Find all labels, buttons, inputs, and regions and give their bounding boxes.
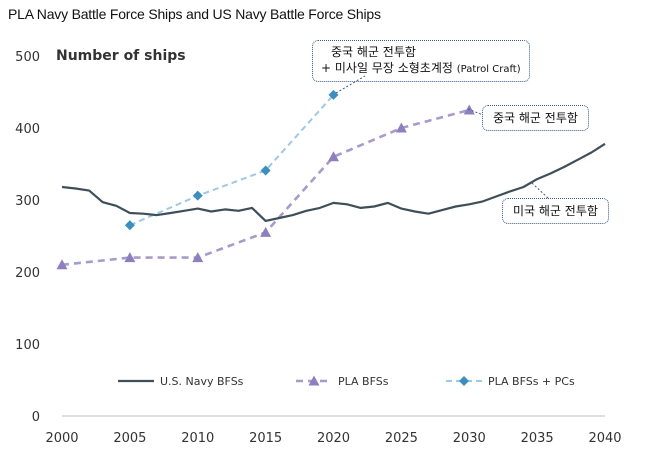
y-axis-ticks: 0 100 200 300 400 500 bbox=[15, 50, 40, 425]
series-line-us bbox=[61, 142, 606, 222]
y-tick-label: 100 bbox=[15, 338, 40, 353]
x-axis-ticks: 2000 2005 2010 2015 2020 2025 2030 2035 2040 bbox=[45, 431, 621, 446]
callout-pla-plus-pc-line2-suffix: (Patrol Craft) bbox=[456, 64, 521, 75]
series-line-pc bbox=[129, 94, 335, 227]
x-tick-label: 2000 bbox=[45, 431, 78, 446]
legend-marker-pla bbox=[308, 375, 320, 386]
legend-label-pc: PLA BFSs + PCs bbox=[488, 375, 575, 388]
x-tick-label: 2005 bbox=[113, 431, 146, 446]
y-tick-label: 300 bbox=[15, 194, 40, 209]
y-tick-label: 500 bbox=[15, 50, 40, 65]
callout-pla-plus-pc-line2-prefix: + 미사일 무장 소형초계정 bbox=[321, 61, 453, 75]
x-tick-label: 2020 bbox=[317, 431, 350, 446]
x-tick-label: 2030 bbox=[453, 431, 486, 446]
callout-pla-text: 중국 해군 전투함 bbox=[493, 111, 578, 125]
legend-item-pla: PLA BFSs bbox=[296, 375, 389, 388]
data-point-pla bbox=[56, 259, 68, 270]
data-point-pla bbox=[192, 252, 204, 263]
data-point-pla bbox=[260, 226, 272, 237]
series-us bbox=[61, 142, 606, 222]
x-tick-label: 2010 bbox=[181, 431, 214, 446]
legend: U.S. Navy BFSs PLA BFSs PLA BFSs + PCs bbox=[118, 375, 575, 388]
data-point-pla bbox=[124, 252, 136, 263]
series-pc bbox=[124, 89, 339, 231]
legend-marker-pc bbox=[459, 376, 469, 386]
legend-label-pla: PLA BFSs bbox=[338, 375, 389, 388]
callout-us-text: 미국 해군 전투함 bbox=[513, 204, 598, 218]
data-point-pc bbox=[260, 165, 271, 176]
data-point-pla bbox=[395, 122, 407, 133]
legend-label-us: U.S. Navy BFSs bbox=[160, 375, 244, 388]
x-tick-label: 2025 bbox=[385, 431, 418, 446]
callout-pla-plus-pc: 중국 해군 전투함 + 미사일 무장 소형초계정 (Patrol Craft) bbox=[312, 40, 530, 82]
series-line-pla bbox=[61, 108, 470, 267]
callout-pla: 중국 해군 전투함 bbox=[482, 105, 589, 131]
x-tick-label: 2035 bbox=[521, 431, 554, 446]
callout-us: 미국 해군 전투함 bbox=[502, 198, 609, 224]
series-pla bbox=[56, 104, 475, 270]
y-tick-label: 400 bbox=[15, 122, 40, 137]
callout-pla-plus-pc-line2: + 미사일 무장 소형초계정 (Patrol Craft) bbox=[321, 60, 521, 78]
data-point-pc bbox=[192, 190, 203, 201]
x-tick-label: 2040 bbox=[588, 431, 621, 446]
legend-item-pc: PLA BFSs + PCs bbox=[446, 375, 575, 388]
series-layer bbox=[56, 89, 606, 270]
data-point-pc bbox=[124, 220, 135, 231]
legend-item-us: U.S. Navy BFSs bbox=[118, 375, 244, 388]
x-tick-label: 2015 bbox=[249, 431, 282, 446]
page-title: PLA Navy Battle Force Ships and US Navy … bbox=[8, 6, 381, 22]
data-point-pla bbox=[328, 151, 339, 162]
y-tick-label: 200 bbox=[15, 266, 40, 281]
y-axis-label: Number of ships bbox=[56, 48, 186, 64]
y-tick-label: 0 bbox=[32, 410, 40, 425]
callout-pla-plus-pc-line1: 중국 해군 전투함 bbox=[331, 45, 416, 59]
data-point-pla bbox=[463, 104, 475, 115]
